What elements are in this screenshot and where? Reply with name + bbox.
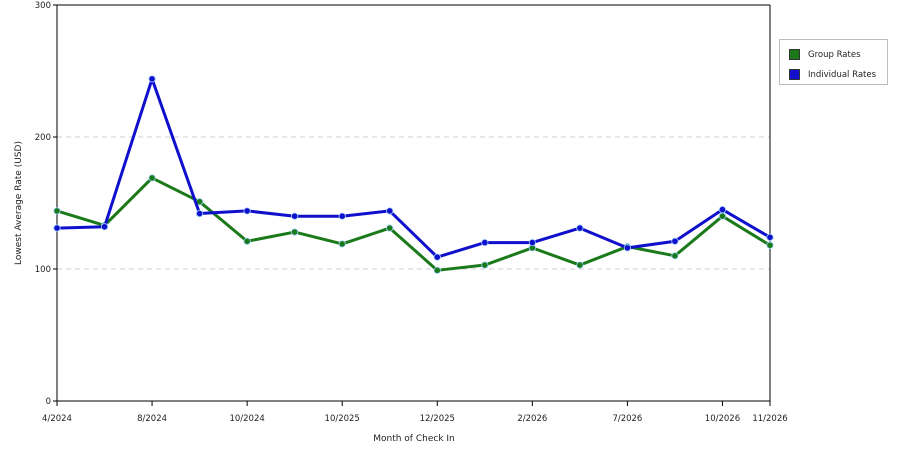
data-point-1: [576, 224, 584, 232]
data-point-0: [243, 237, 251, 245]
data-point-1: [671, 237, 679, 245]
series-lines: [53, 75, 774, 274]
x-tick-label: 4/2024: [42, 414, 72, 424]
axes: [56, 4, 771, 402]
data-point-1: [433, 253, 441, 261]
data-point-1: [291, 212, 299, 220]
data-point-1: [481, 239, 489, 247]
y-tick-label: 200: [35, 133, 51, 143]
data-point-0: [53, 207, 61, 215]
x-axis-ticks: 4/2024 8/2024 10/2024 10/2025 12/2025 2/2026 7…: [42, 401, 788, 424]
x-tick-label: 8/2024: [137, 414, 167, 424]
legend-item-group-rates[interactable]: Group Rates: [789, 48, 861, 61]
y-axis-title: Lowest Average Rate (USD): [14, 141, 24, 265]
legend: Group Rates Individual Rates: [779, 39, 888, 85]
data-point-0: [148, 174, 156, 182]
x-tick-label: 2/2026: [517, 414, 547, 424]
data-point-1: [623, 244, 632, 252]
data-point-0: [671, 252, 679, 260]
data-point-1: [766, 233, 774, 241]
x-tick-label: 10/2024: [229, 414, 264, 424]
data-point-0: [433, 266, 441, 274]
data-point-0: [338, 240, 346, 248]
series-line-0: [56, 176, 771, 272]
data-point-1: [196, 209, 204, 218]
data-point-1: [53, 224, 61, 232]
x-tick-label: 7/2026: [612, 414, 642, 424]
y-tick-label: 300: [35, 1, 51, 11]
x-axis-title: Month of Check In: [373, 434, 455, 444]
y-tick-label: 0: [46, 397, 51, 407]
data-point-1: [338, 212, 346, 220]
data-point-1: [386, 207, 394, 215]
data-point-1: [718, 206, 727, 214]
y-tick-label: 100: [35, 265, 51, 275]
legend-swatch-group: [789, 49, 800, 60]
data-point-0: [766, 241, 774, 249]
data-point-0: [481, 261, 489, 269]
data-point-0: [576, 261, 584, 269]
x-tick-label: 11/2026: [752, 414, 787, 424]
x-tick-label: 12/2025: [420, 414, 455, 424]
legend-label-group: Group Rates: [808, 49, 861, 60]
data-point-0: [718, 212, 727, 220]
legend-swatch-individual: [789, 69, 800, 80]
data-point-0: [291, 228, 299, 236]
x-tick-label: 10/2025: [325, 414, 360, 424]
data-point-1: [148, 75, 156, 83]
legend-item-individual-rates[interactable]: Individual Rates: [789, 68, 876, 81]
data-point-0: [386, 224, 394, 232]
data-point-1: [100, 223, 109, 231]
y-axis-ticks: 0 100 200 300: [35, 1, 57, 407]
x-tick-label: 10/2026: [705, 414, 740, 424]
series-line-1: [56, 77, 771, 259]
data-point-1: [243, 207, 251, 215]
legend-label-individual: Individual Rates: [808, 69, 877, 80]
data-point-1: [528, 239, 536, 247]
grid-lines: [57, 136, 770, 270]
